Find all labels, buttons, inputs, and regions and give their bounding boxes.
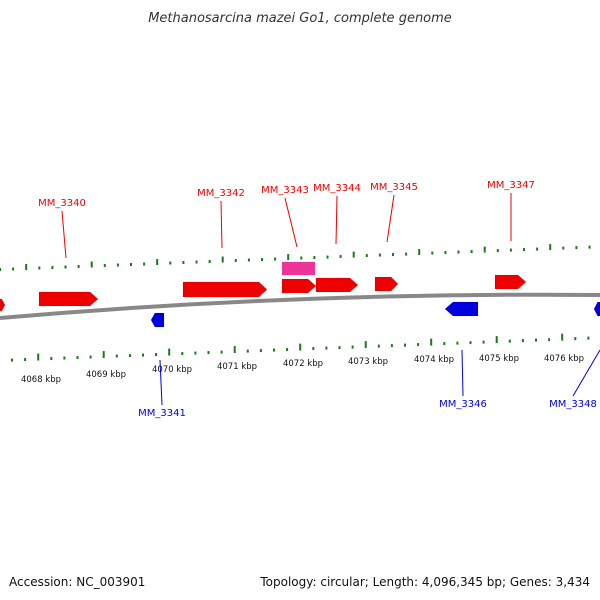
genome-backbone bbox=[0, 292, 600, 320]
scale-label: 4070 kbp bbox=[152, 365, 192, 375]
gene-label[interactable]: MM_3340 bbox=[38, 198, 86, 209]
gene-highlight-box[interactable] bbox=[282, 262, 315, 275]
gene-arrow[interactable] bbox=[150, 312, 165, 328]
gene-arrow[interactable] bbox=[281, 278, 317, 294]
scale-label: 4073 kbp bbox=[348, 357, 388, 367]
gene-arrow[interactable] bbox=[494, 274, 527, 290]
top-tick-marks bbox=[0, 244, 591, 271]
genome-summary: Topology: circular; Length: 4,096,345 bp… bbox=[259, 575, 590, 589]
gene-label[interactable]: MM_3342 bbox=[197, 188, 245, 199]
gene-arrow[interactable] bbox=[444, 301, 479, 317]
scale-label: 4068 kbp bbox=[21, 375, 61, 385]
gene-leader-line bbox=[386, 194, 395, 243]
scale-label: 4076 kbp bbox=[544, 354, 584, 364]
accession-text: Accession: NC_003901 bbox=[9, 575, 145, 589]
scale-label: 4069 kbp bbox=[86, 370, 126, 380]
gene-leader-line bbox=[572, 349, 600, 397]
gene-label[interactable]: MM_3347 bbox=[487, 180, 535, 191]
gene-labels: MM_3340 MM_3341 MM_3342 MM_3343 MM_3344 MM_33… bbox=[38, 180, 600, 419]
gene-leader-line bbox=[335, 195, 338, 245]
gene-label[interactable]: MM_3348 bbox=[549, 399, 597, 410]
gene-label[interactable]: MM_3345 bbox=[370, 182, 418, 193]
gene-leader-line bbox=[159, 359, 163, 406]
scale-label: 4071 kbp bbox=[217, 362, 257, 372]
scale-label: 4074 kbp bbox=[414, 355, 454, 365]
genome-title: Methanosarcina mazei Go1, complete genom… bbox=[148, 11, 452, 26]
gene-arrow[interactable] bbox=[0, 298, 6, 312]
gene-arrow[interactable] bbox=[593, 301, 600, 317]
scale-label: 4075 kbp bbox=[479, 354, 519, 364]
gene-label[interactable]: MM_3343 bbox=[261, 185, 309, 196]
gene-leader-line bbox=[284, 197, 298, 248]
gene-arrow[interactable] bbox=[374, 276, 399, 292]
gene-label[interactable]: MM_3344 bbox=[313, 183, 361, 194]
gene-leader-line bbox=[461, 349, 464, 397]
scale-label: 4072 kbp bbox=[283, 359, 323, 369]
bottom-tick-marks bbox=[11, 333, 590, 362]
scale-labels: 4068 kbp 4069 kbp 4070 kbp 4071 kbp 4072 kbp… bbox=[21, 354, 584, 385]
gene-features bbox=[0, 262, 600, 328]
gene-arrow[interactable] bbox=[315, 277, 359, 293]
gene-label[interactable]: MM_3346 bbox=[439, 399, 487, 410]
gene-arrow[interactable] bbox=[38, 291, 99, 307]
gene-arrow[interactable] bbox=[182, 281, 268, 298]
gene-leader-line bbox=[61, 210, 67, 259]
gene-leader-line bbox=[220, 200, 223, 249]
gene-label[interactable]: MM_3341 bbox=[138, 408, 186, 419]
